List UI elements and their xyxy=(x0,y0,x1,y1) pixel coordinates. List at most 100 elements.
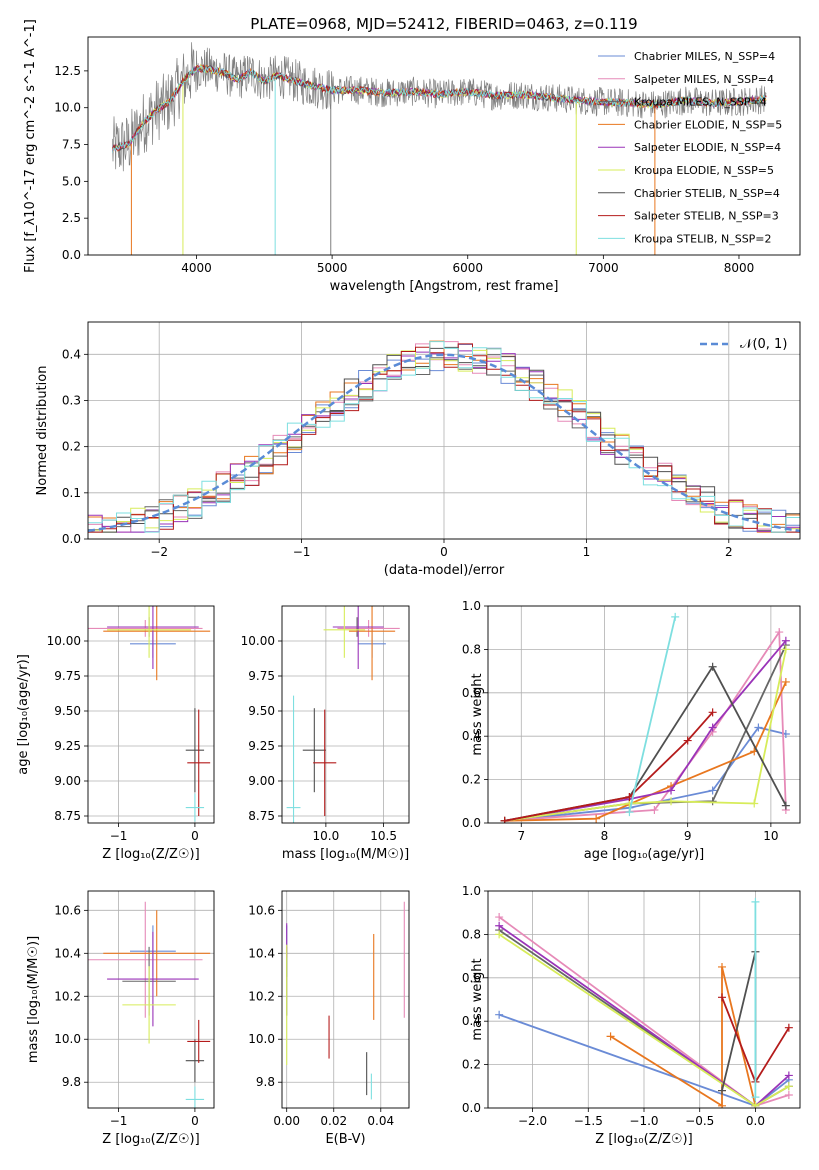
y-tick-label: 0.4 xyxy=(462,1014,481,1028)
y-tick-label: 12.5 xyxy=(54,64,81,78)
x-tick-label: 1 xyxy=(583,545,591,559)
y-tick-label: 9.25 xyxy=(54,739,81,753)
y-tick-label: 0.6 xyxy=(462,686,481,700)
x-tick-label: 0.02 xyxy=(320,1114,347,1128)
panel-spectrum: 4000 5000 6000 7000 8000 0.0 2.5 5.0 7.5 10.0 12.5… xyxy=(23,19,801,294)
y-tick-label: 0.2 xyxy=(462,1058,481,1072)
weight-marker-kroupa_stelib xyxy=(671,612,680,621)
weight-line-chabrier_elodie xyxy=(610,966,757,1108)
x-axis-label: age [log₁₀(age/yr)] xyxy=(584,847,705,862)
y-axis-label: age [log₁₀(age/yr)] xyxy=(16,654,31,775)
axes-frame xyxy=(87,890,215,1109)
y-tick-label: 0.1 xyxy=(62,486,81,500)
x-tick-label: 0.00 xyxy=(273,1114,300,1128)
axes-frame xyxy=(487,605,801,824)
y-tick-label: 7.5 xyxy=(62,138,81,152)
x-tick-label: 6000 xyxy=(452,261,483,275)
legend-label: Kroupa STELIB, N_SSP=2 xyxy=(634,232,772,245)
panel-mass_vs_Z: −1 0 9.8 10.0 10.2 10.4 10.6 Z [log₁₀(Z/Z☉)] mas… xyxy=(26,890,215,1147)
y-tick-label: 10.2 xyxy=(54,989,81,1003)
y-tick-label: 9.50 xyxy=(248,704,275,718)
y-axis-label: mass weight xyxy=(470,673,485,755)
weight-marker-salpeter_miles xyxy=(775,628,784,637)
y-tick-label: 1.0 xyxy=(462,884,481,898)
x-tick-label: −1 xyxy=(293,545,311,559)
weight-marker-kroupa_stelib xyxy=(751,1093,760,1102)
weight-marker-kroupa_elodie xyxy=(495,930,504,939)
weight-marker-salpeter_stelib xyxy=(718,993,726,1002)
x-axis-label: Z [log₁₀(Z/Z☉)] xyxy=(102,847,199,862)
plot-area-mass_weight_vs_Z xyxy=(495,897,793,1108)
y-tick-label: 10.6 xyxy=(54,903,81,917)
y-tick-label: 10.00 xyxy=(241,634,275,648)
weight-line-chabrier_elodie xyxy=(504,681,787,822)
histogram-step-kroupa_stelib xyxy=(88,341,800,533)
legend-label: Salpeter ELODIE, N_SSP=4 xyxy=(634,141,781,154)
y-tick-label: 10.4 xyxy=(54,946,81,960)
y-tick-label: 10.2 xyxy=(248,989,275,1003)
weight-marker-chabrier_miles xyxy=(708,786,717,795)
y-axis-label: mass [log₁₀(M/M☉)] xyxy=(26,936,41,1063)
axes-frame xyxy=(87,605,215,824)
axes-frame xyxy=(281,890,410,1109)
y-axis-label: Normed distribution xyxy=(35,366,50,496)
legend-label-gaussian: 𝒩(0, 1) xyxy=(740,337,787,352)
weight-marker-kroupa_elodie xyxy=(784,1082,793,1091)
legend-label: Chabrier MILES, N_SSP=4 xyxy=(634,50,775,63)
x-tick-label: −2 xyxy=(150,545,168,559)
weight-marker-salpeter_miles xyxy=(784,1090,793,1099)
y-tick-label: 2.5 xyxy=(62,211,81,225)
y-tick-label: 0.8 xyxy=(462,642,481,656)
weight-marker-salpeter_stelib xyxy=(708,708,717,717)
legend-label: Chabrier ELODIE, N_SSP=5 xyxy=(634,118,782,131)
x-tick-label: −1.5 xyxy=(574,1114,603,1128)
y-tick-label: 8.75 xyxy=(248,809,275,823)
weight-marker-salpeter_elodie xyxy=(781,636,790,645)
x-tick-label: 10.0 xyxy=(313,829,340,843)
y-tick-label: 0.3 xyxy=(62,393,81,407)
x-tick-label: 9 xyxy=(684,829,692,843)
weight-line-kroupa_miles xyxy=(504,644,787,822)
weight-marker-chabrier_stelib xyxy=(781,801,790,810)
y-tick-label: 10.4 xyxy=(248,946,275,960)
plot-area-spectrum xyxy=(112,42,767,255)
x-tick-label: 0.04 xyxy=(367,1114,394,1128)
x-tick-label: −1 xyxy=(110,829,128,843)
weight-marker-chabrier_miles xyxy=(754,723,763,732)
weight-marker-kroupa_elodie xyxy=(750,799,759,808)
x-tick-label: −2.0 xyxy=(518,1114,547,1128)
spectrum-data-line xyxy=(112,42,767,172)
y-tick-label: 10.6 xyxy=(248,903,275,917)
x-tick-label: 0 xyxy=(440,545,448,559)
x-tick-label: 0 xyxy=(191,1114,199,1128)
y-tick-label: 1.0 xyxy=(462,599,481,613)
y-tick-label: 9.50 xyxy=(54,704,81,718)
weight-marker-kroupa_elodie xyxy=(781,645,790,654)
weight-marker-kroupa_miles xyxy=(708,797,717,806)
spectrum-model-kroupa_stelib xyxy=(112,65,767,153)
y-tick-label: 0.0 xyxy=(62,532,81,546)
weight-marker-kroupa_elodie xyxy=(667,797,676,806)
plot-area-residual_histogram xyxy=(88,340,800,533)
weight-marker-salpeter_stelib xyxy=(500,816,509,823)
x-tick-label: 0.0 xyxy=(746,1114,765,1128)
weight-marker-chabrier_elodie xyxy=(718,1101,726,1108)
y-tick-label: 10.0 xyxy=(54,101,81,115)
panel-mass_weight_vs_age: 7 8 9 10 0.0 0.2 0.4 0.6 0.8 1.0 age [log₁₀(age/yr… xyxy=(462,599,801,862)
panel-age_vs_mass: 10.0 10.5 8.75 9.00 9.25 9.50 9.75 10.00 mass [l… xyxy=(241,605,410,862)
weight-marker-salpeter_miles xyxy=(650,805,659,814)
y-tick-label: 0.2 xyxy=(462,773,481,787)
weight-marker-salpeter_elodie xyxy=(495,921,504,930)
y-tick-label: 0.4 xyxy=(62,347,81,361)
plot-area-age_vs_mass xyxy=(286,606,400,823)
y-tick-label: 0.0 xyxy=(462,816,481,830)
x-tick-label: 8000 xyxy=(724,261,755,275)
y-tick-label: 9.8 xyxy=(62,1075,81,1089)
y-tick-label: 9.75 xyxy=(248,669,275,683)
y-tick-label: 10.0 xyxy=(54,1032,81,1046)
weight-marker-salpeter_elodie xyxy=(784,1071,793,1080)
panel-age_vs_Z: −1 0 8.75 9.00 9.25 9.50 9.75 10.00 Z [log₁₀(Z/Z… xyxy=(16,605,215,862)
y-tick-label: 0.0 xyxy=(462,1101,481,1115)
y-tick-label: 0.0 xyxy=(62,248,81,262)
